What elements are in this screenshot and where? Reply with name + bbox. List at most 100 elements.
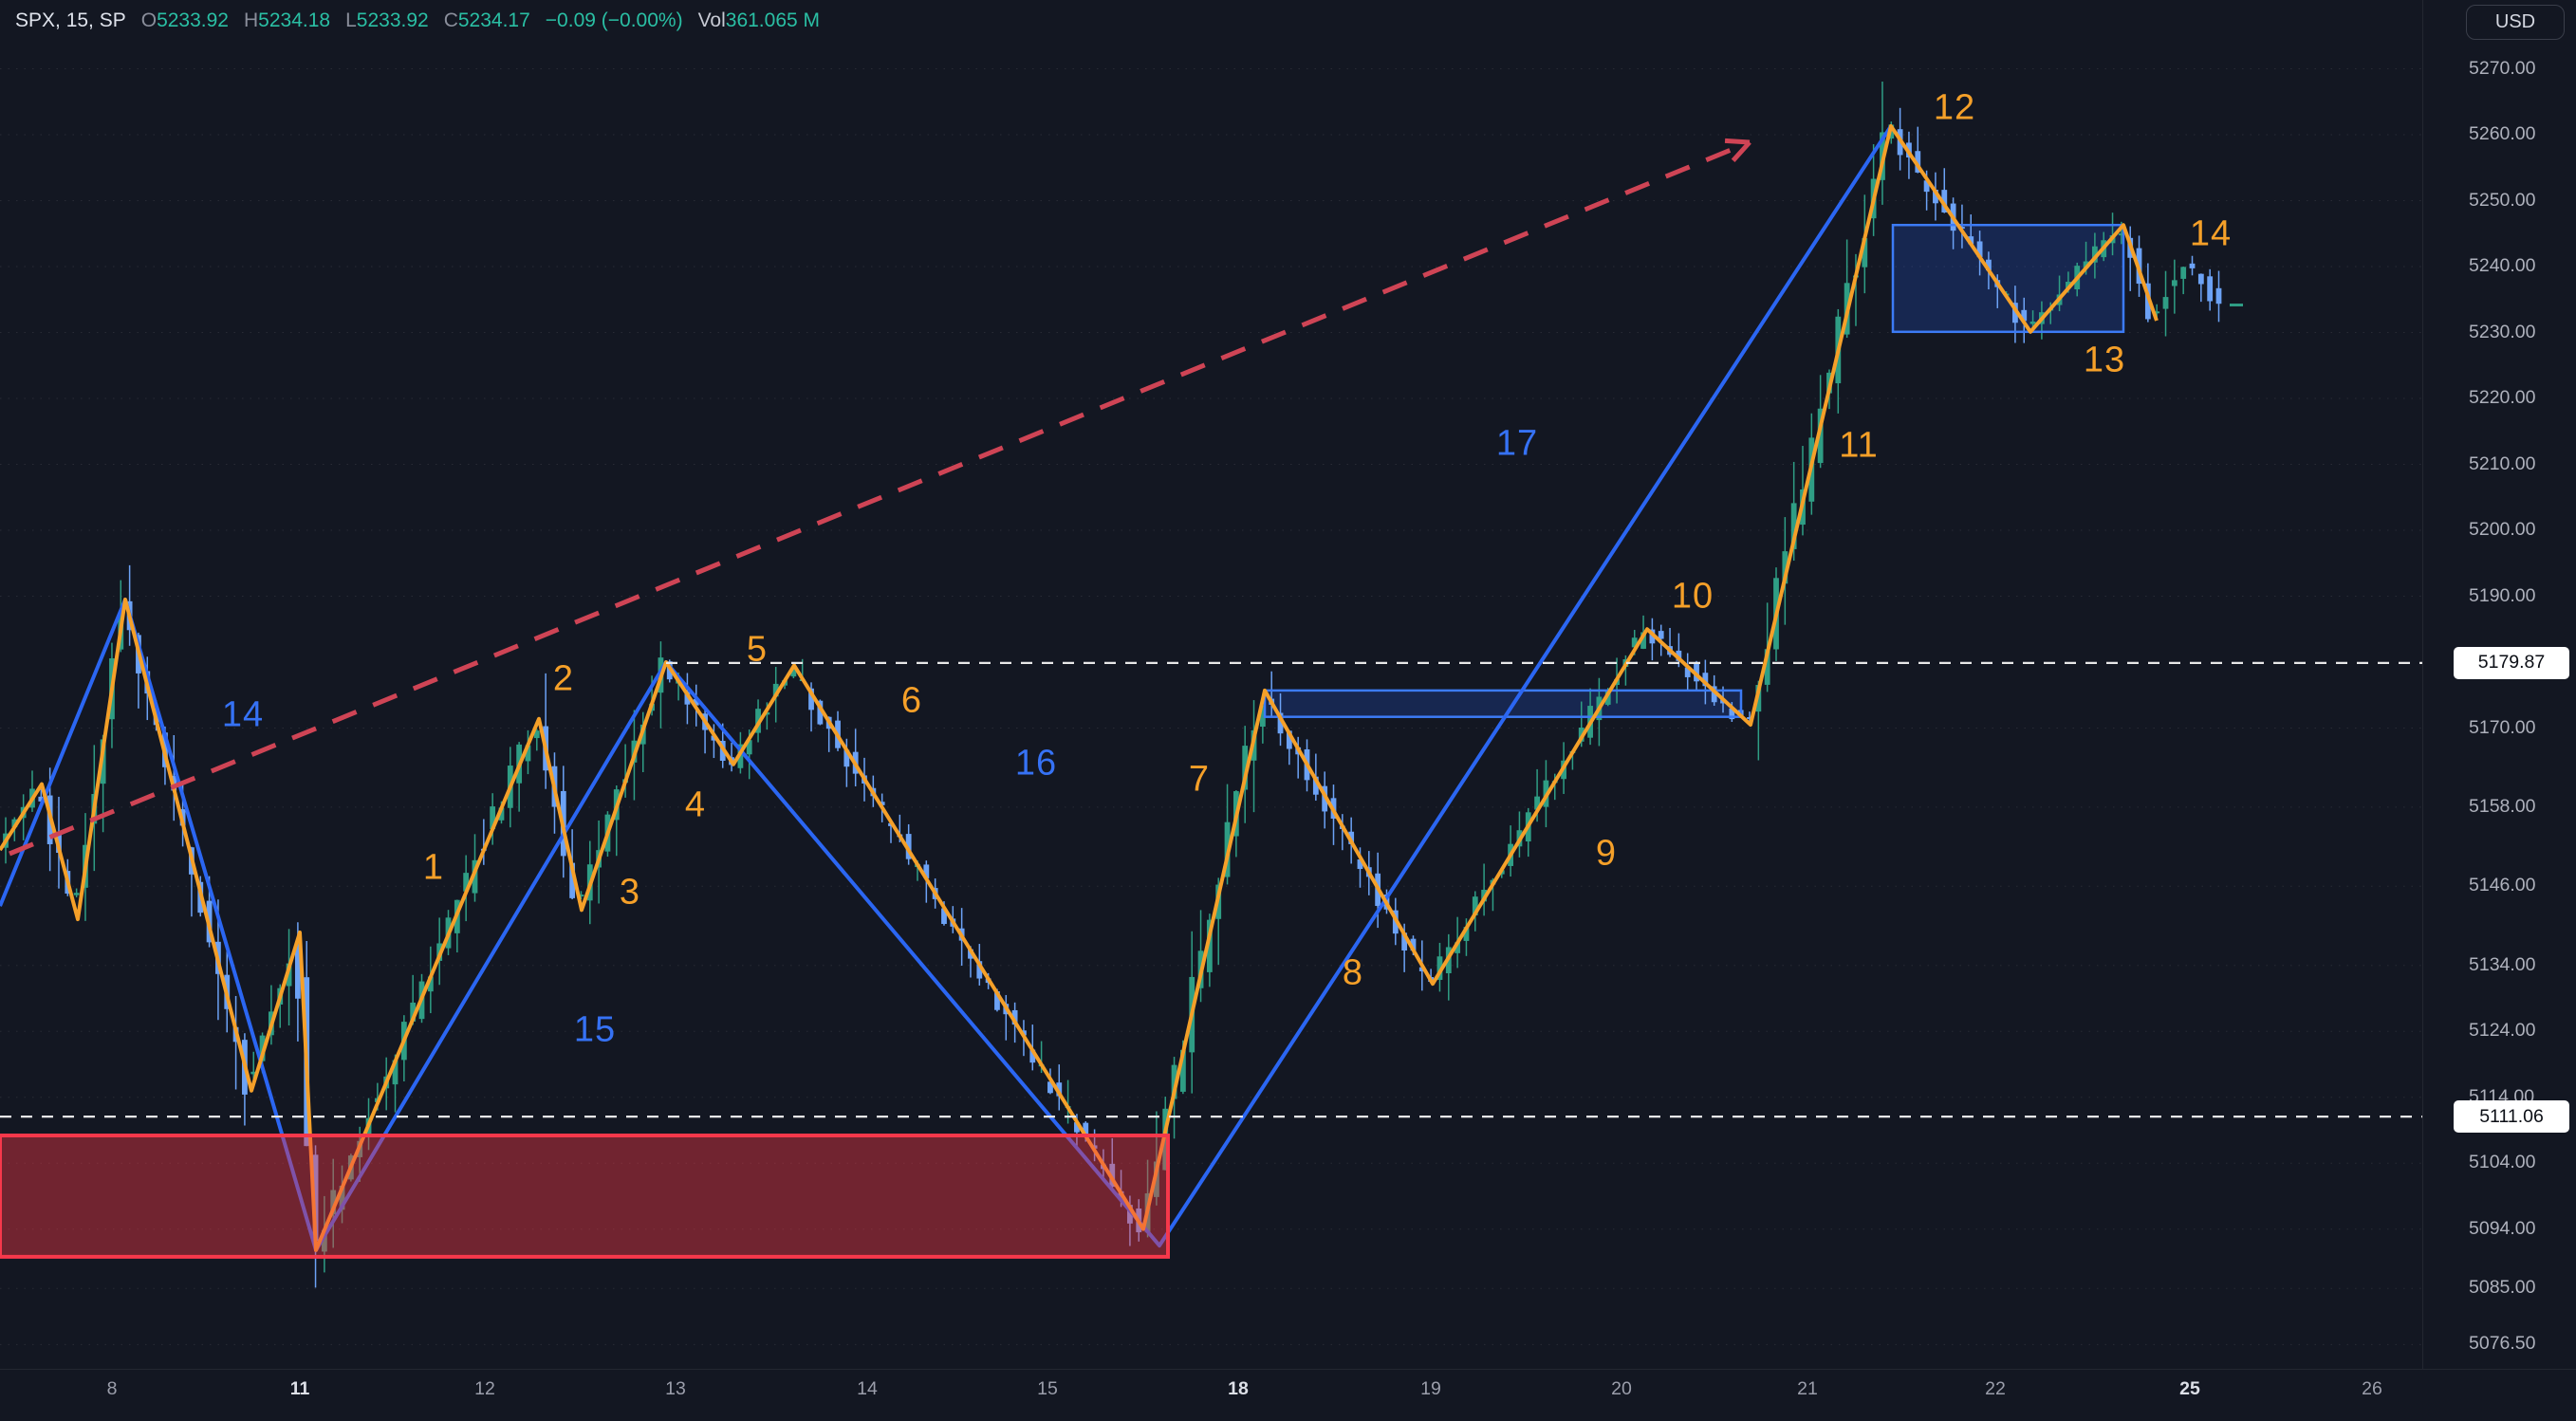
- zigzag-orange[interactable]: [0, 123, 2159, 1252]
- price-tick-5200.00: 5200.00: [2469, 519, 2536, 540]
- trend-arrowhead: [1731, 140, 1751, 163]
- candle-up: [772, 683, 779, 697]
- candle-down: [294, 944, 301, 999]
- candle-down: [1676, 650, 1682, 661]
- candle-up: [2180, 267, 2187, 279]
- wave-label-orange-8[interactable]: 8: [1342, 952, 1364, 993]
- candle-up: [490, 806, 496, 830]
- candle-up: [1154, 1161, 1159, 1197]
- candle-down: [1029, 1049, 1036, 1063]
- time-tick-12: 12: [474, 1378, 495, 1399]
- candle-up: [1242, 746, 1249, 790]
- candle-up: [2118, 233, 2124, 236]
- wave-label-orange-10[interactable]: 10: [1671, 576, 1714, 617]
- candle-up: [1790, 503, 1797, 549]
- wave-label-orange-11[interactable]: 11: [1839, 425, 1879, 466]
- candle-up: [2154, 311, 2160, 314]
- candle-up: [1640, 632, 1646, 649]
- candle-up: [1171, 1064, 1177, 1099]
- candle-down: [1109, 1163, 1116, 1188]
- price-tick-5146.00: 5146.00: [2469, 875, 2536, 896]
- high-label: H: [244, 9, 259, 31]
- time-tick-20: 20: [1611, 1378, 1632, 1399]
- symbol-header[interactable]: SPX, 15, SP O 5233.92 H 5234.18 L 5233.92 C…: [15, 9, 820, 32]
- wave-label-orange-14[interactable]: 14: [2189, 213, 2233, 254]
- price-level-badge-5111.06: 5111.06: [2454, 1100, 2569, 1134]
- close-value: 5234.17: [457, 9, 530, 31]
- price-tick-5170.00: 5170.00: [2469, 716, 2536, 738]
- wave-label-orange-7[interactable]: 7: [1188, 759, 1211, 800]
- candle-up: [1472, 896, 1478, 916]
- candle-down: [1410, 938, 1417, 951]
- candle-up: [1206, 919, 1213, 972]
- candle-down: [1401, 932, 1408, 950]
- price-tick-5134.00: 5134.00: [2469, 953, 2536, 975]
- candle-down: [1941, 190, 1948, 212]
- candle-down: [2012, 303, 2018, 323]
- wave-label-orange-5[interactable]: 5: [746, 629, 769, 670]
- candle-down: [1127, 1205, 1133, 1224]
- price-tick-5230.00: 5230.00: [2469, 321, 2536, 342]
- trend-arrowhead: [1724, 138, 1751, 145]
- candle-up: [578, 895, 584, 897]
- wave-label-orange-6[interactable]: 6: [900, 680, 923, 721]
- candle-down: [1047, 1081, 1053, 1094]
- time-tick-21: 21: [1797, 1378, 1818, 1399]
- candle-down: [1083, 1122, 1089, 1135]
- zone-fills: [1265, 225, 2123, 717]
- supply-zone-blue-upper-border[interactable]: [1891, 223, 2125, 334]
- candle-up: [1179, 1049, 1186, 1092]
- wave-label-orange-12[interactable]: 12: [1933, 87, 1976, 128]
- candle-down: [1286, 730, 1292, 749]
- wave-label-orange-2[interactable]: 2: [552, 658, 575, 699]
- candle-down: [1684, 667, 1691, 677]
- low-label: L: [345, 9, 357, 31]
- candle-up: [533, 730, 540, 739]
- wave-label-blue-16[interactable]: 16: [1014, 743, 1058, 784]
- currency-toggle-button[interactable]: USD: [2466, 5, 2565, 40]
- candle-down: [1312, 776, 1319, 795]
- wave-label-orange-1[interactable]: 1: [422, 847, 445, 888]
- wave-label-blue-17[interactable]: 17: [1495, 423, 1539, 464]
- candle-up: [498, 807, 505, 821]
- candle-down: [976, 961, 983, 979]
- candle-up: [1631, 637, 1638, 648]
- candle-down: [2021, 309, 2028, 322]
- demand-zone-red[interactable]: [0, 1134, 1170, 1259]
- zigzag-blue[interactable]: [0, 124, 1893, 1252]
- candle-up: [790, 668, 797, 677]
- candle-up: [1463, 927, 1470, 941]
- wave-label-blue-15[interactable]: 15: [573, 1009, 617, 1050]
- candle-up: [410, 1002, 417, 1022]
- wave-label-orange-13[interactable]: 13: [2083, 340, 2126, 380]
- wave-label-orange-3[interactable]: 3: [619, 872, 641, 913]
- candle-down: [1011, 1009, 1018, 1025]
- supply-zone-blue-upper-fill[interactable]: [1893, 225, 2123, 332]
- candle-up: [1455, 942, 1461, 953]
- price-tick-5094.00: 5094.00: [2469, 1217, 2536, 1239]
- candle-down: [1986, 259, 1992, 271]
- candle-down: [1711, 686, 1717, 703]
- candle-up: [392, 1060, 398, 1085]
- candle-up: [427, 976, 434, 992]
- candle-down: [569, 862, 576, 898]
- candle-down: [941, 908, 947, 924]
- price-tick-5260.00: 5260.00: [2469, 123, 2536, 144]
- candle-down: [2189, 263, 2196, 268]
- candle-down: [693, 698, 699, 706]
- candle-down: [312, 1154, 319, 1242]
- candle-down: [968, 949, 973, 959]
- price-tick-5076.50: 5076.50: [2469, 1333, 2536, 1355]
- trend-arrow-line[interactable]: [9, 139, 1751, 857]
- candle-down: [1933, 190, 1938, 204]
- wave-label-orange-4[interactable]: 4: [684, 784, 707, 825]
- time-tick-11: 11: [289, 1378, 310, 1399]
- demand-zone-blue-mid-fill[interactable]: [1265, 690, 1741, 717]
- candle-down: [38, 796, 45, 802]
- open-value: 5233.92: [157, 9, 229, 31]
- candle-down: [1923, 180, 1930, 193]
- symbol-title[interactable]: SPX, 15, SP: [15, 9, 126, 31]
- wave-label-blue-14[interactable]: 14: [221, 694, 265, 735]
- wave-label-orange-9[interactable]: 9: [1595, 833, 1618, 874]
